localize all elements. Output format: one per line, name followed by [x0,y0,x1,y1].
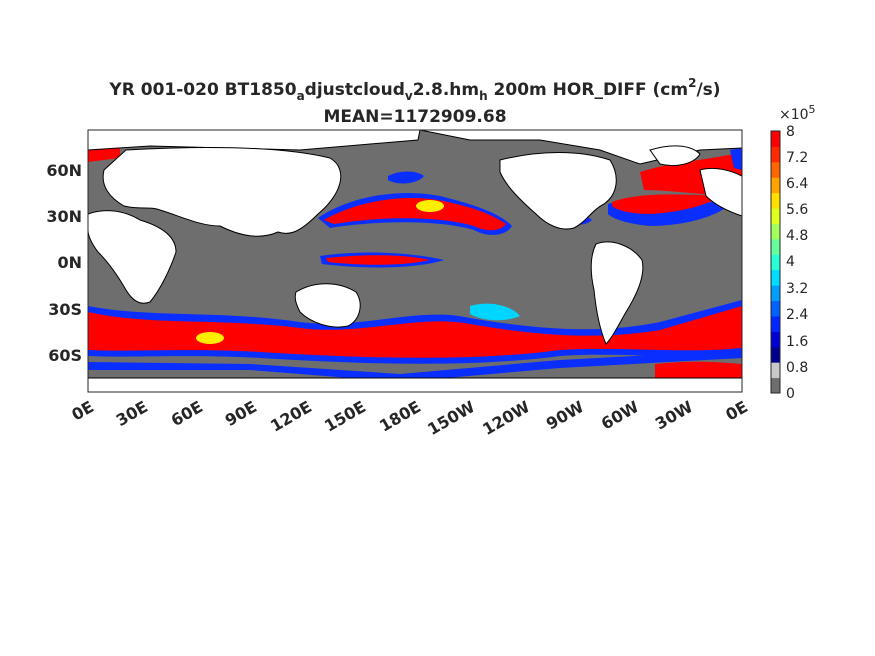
map-axes-box [87,129,743,393]
lon-tick-label: 90W [543,397,587,434]
colorbar-swatch [771,331,780,348]
lat-tick-label: 30S [48,300,82,319]
okhotsk-blue [388,171,424,184]
lat-tick-label: 60N [46,161,82,180]
lat-tick-label: 60S [48,346,82,365]
kuroshio-peak [416,200,444,212]
colorbar-tick-label: 4 [786,254,795,270]
colorbar-swatch [771,192,780,209]
colorbar-tick-label: 0 [786,386,795,402]
lon-tick-label: 0E [68,397,97,424]
lat-tick-label: 30N [46,207,82,226]
colorbar-tick-label: 1.6 [786,334,808,350]
lon-axis: 0E 30E 60E 90E 120E 150E 180E 150W 120W … [68,397,751,439]
colorbar-swatch [771,177,780,194]
colorbar-tick-label: 5.6 [786,202,808,218]
lon-tick-label: 90E [222,397,260,430]
gulfstream-high [612,194,720,214]
colorbar-tick-label: 6.4 [786,176,808,192]
colorbar-border [770,130,781,394]
lon-tick-label: 0E [722,397,751,424]
lon-tick-label: 180E [376,397,424,436]
arctic-blue-east [730,148,742,170]
colorbar-swatch [771,300,780,317]
land-eurasia [102,147,342,237]
colorbar-swatch [771,254,780,271]
colorbar-tick-label: 0.8 [786,360,808,376]
colorbar-tick-label: 4.8 [786,228,808,244]
colorbar-swatch [771,146,780,163]
south-pacific-cyan [470,303,520,321]
colorbar-swatch [771,362,780,379]
lon-tick-label: 120W [479,397,533,439]
weddell-high [655,361,742,382]
land-africa [87,210,177,304]
colorbar-tick-label: 8 [786,124,795,140]
lon-tick-label: 30E [113,397,151,430]
land-antarctica [87,377,743,393]
colorbar-swatch [771,238,780,255]
colorbar-swatches [771,131,780,394]
map-panel [87,129,743,393]
colorbar-swatch [771,223,780,240]
colorbar-exponent: ×105 [779,103,816,123]
colorbar-swatch [771,208,780,224]
colorbar-tick-label: 3.2 [786,281,808,297]
plot-title-mean: MEAN=1172909.68 [323,107,507,127]
colorbar: ×105 8 7.2 6.4 5.6 4.8 4 3.2 2.4 1.6 0.8… [770,103,816,402]
colorbar-swatch [771,269,780,286]
land-north-america [499,152,617,230]
colorbar-swatch [771,131,780,147]
lon-tick-label: 60E [168,397,206,430]
lon-tick-label: 150E [321,397,369,436]
colorbar-tick-label: 2.4 [786,307,808,323]
colorbar-swatch [771,315,780,332]
colorbar-swatch [771,346,780,363]
plot-title-line1: YR 001-020 BT1850adjustcloudv2.8.hmh 200… [109,76,721,103]
lon-tick-label: 30W [652,397,696,434]
land-masses [87,129,743,393]
lon-tick-label: 150W [424,397,478,439]
land-south-america [590,241,644,345]
arctic-high-west [88,146,120,162]
lon-tick-label: 120E [267,397,315,436]
lat-tick-label: 0N [57,253,82,272]
southern-ocean-outer-edge [88,350,742,382]
colorbar-swatch [771,377,780,394]
kuroshio-high [324,198,506,231]
land-greenland [649,145,701,167]
lat-axis: 60N 30N 0N 30S 60S [46,161,82,365]
agulhas-peak [196,332,224,344]
equatorial-high [326,255,430,265]
colorbar-tick-label: 7.2 [786,150,808,166]
southern-ocean-high-band [88,306,742,358]
colorbar-swatch [771,161,780,178]
land-australia [294,283,361,328]
colorbar-swatch [771,285,780,302]
lon-tick-label: 60W [598,397,642,434]
